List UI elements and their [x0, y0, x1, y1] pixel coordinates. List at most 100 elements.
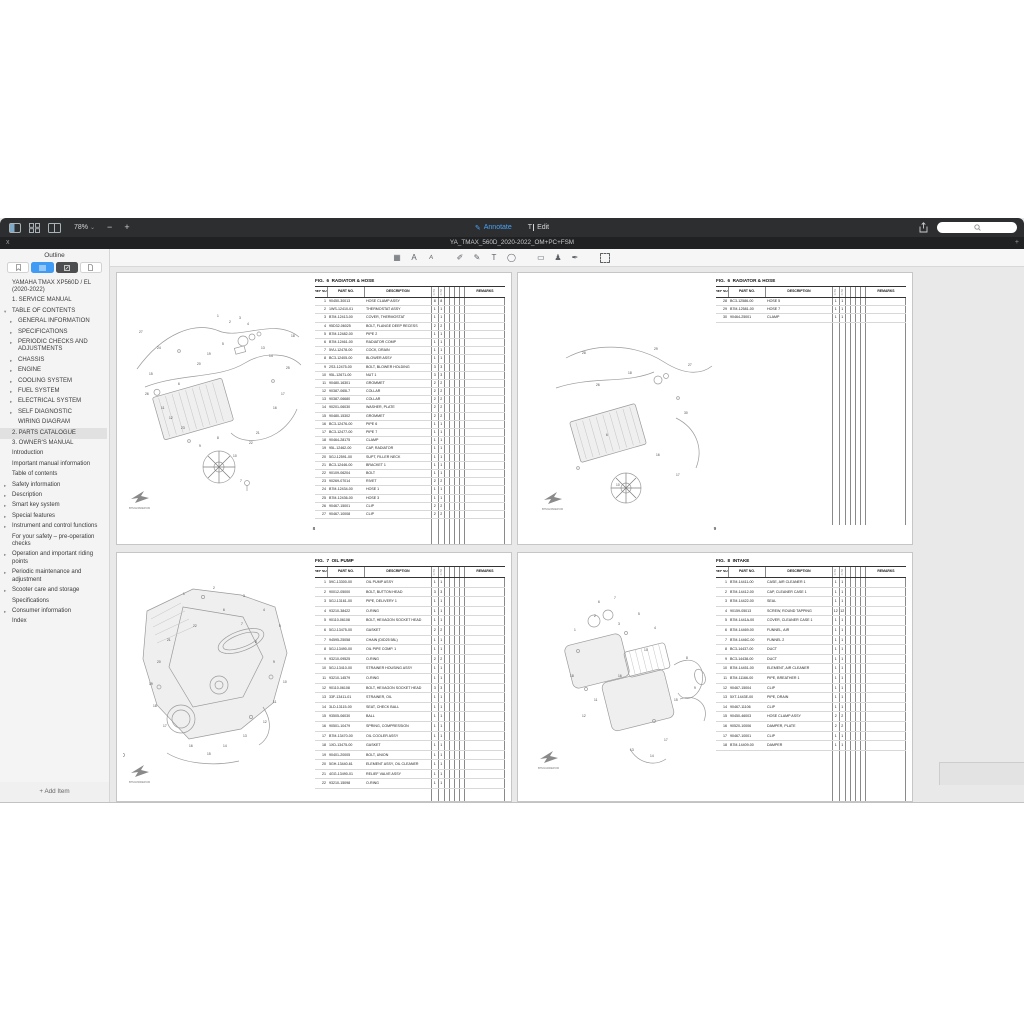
signature-icon[interactable]: ✒ — [571, 252, 579, 262]
search-input[interactable] — [937, 222, 1017, 233]
sidebar-item-label: ELECTRICAL SYSTEM — [18, 398, 82, 405]
svg-text:17: 17 — [281, 392, 285, 396]
sidebar-item[interactable]: ▸ CHASSIS — [0, 355, 107, 365]
outline-list-tab-icon[interactable] — [31, 262, 54, 273]
thumbnails-tab-icon[interactable] — [79, 262, 102, 273]
text-style-small-icon[interactable]: A — [428, 254, 434, 261]
sidebar-title: Outline — [44, 252, 65, 259]
sidebar-item[interactable]: Important manual information — [0, 459, 107, 469]
svg-text:6: 6 — [223, 608, 225, 612]
disclosure-caret-icon[interactable]: ▸ — [10, 388, 13, 394]
close-tab-icon[interactable]: x — [6, 239, 10, 246]
share-icon[interactable] — [917, 221, 930, 234]
sidebar-item[interactable]: ▸ Instrument and control functions — [0, 522, 107, 532]
sidebar-item[interactable]: ▸ SELF DIAGNOSTIC — [0, 407, 107, 417]
sidebar-item[interactable]: ▾ TABLE OF CONTENTS — [0, 306, 107, 316]
svg-text:3: 3 — [243, 594, 245, 598]
sidebar-item[interactable]: Table of contents — [0, 470, 107, 480]
disclosure-caret-icon[interactable]: ▸ — [4, 588, 7, 594]
sidebar-item[interactable]: ▸ Consumer information — [0, 606, 107, 616]
sidebar-item[interactable]: ▸ FUEL SYSTEM — [0, 386, 107, 396]
disclosure-caret-icon[interactable]: ▸ — [10, 368, 13, 374]
sidebar-item[interactable]: 3. OWNER'S MANUAL — [0, 439, 107, 449]
disclosure-caret-icon[interactable]: ▸ — [10, 409, 13, 415]
zoom-out-button[interactable]: − — [107, 222, 113, 232]
sidebar-item[interactable]: ▸ Scooter care and storage — [0, 586, 107, 596]
pixelate-icon[interactable]: ▦ — [393, 252, 401, 262]
disclosure-caret-icon[interactable]: ▸ — [4, 493, 7, 499]
document-tab-title[interactable]: YA_TMAX_560D_2020-2022_OM+PC+FSM — [449, 239, 575, 246]
svg-text:26: 26 — [596, 383, 600, 387]
svg-text:18: 18 — [153, 704, 157, 708]
disclosure-caret-icon[interactable]: ▸ — [4, 524, 7, 530]
add-item-button[interactable]: + Add Item — [0, 782, 109, 802]
disclosure-caret-icon[interactable]: ▸ — [4, 513, 7, 519]
sidebar-item[interactable]: ▸ Smart key system — [0, 501, 107, 511]
disclosure-caret-icon[interactable]: ▸ — [10, 329, 13, 335]
sidebar-item[interactable]: YAMAHA TMAX XP560D / EL (2020-2022) — [0, 278, 107, 296]
zoom-in-button[interactable]: + — [124, 222, 130, 232]
page-layout-icon[interactable] — [48, 221, 61, 234]
annotations-tab-icon[interactable] — [55, 262, 78, 273]
sidebar-toggle-icon[interactable] — [8, 221, 21, 234]
sidebar-item-label: 1. SERVICE MANUAL — [12, 297, 72, 304]
sidebar-item[interactable]: ▸ ELECTRICAL SYSTEM — [0, 397, 107, 407]
sidebar-item[interactable]: ▸ Operation and important riding points — [0, 550, 107, 568]
disclosure-caret-icon[interactable]: ▸ — [10, 378, 13, 384]
lasso-icon[interactable]: ◯ — [507, 252, 516, 262]
disclosure-caret-icon[interactable]: ▸ — [4, 482, 7, 488]
note-icon[interactable]: ▭ — [537, 252, 545, 262]
disclosure-caret-icon[interactable]: ▸ — [10, 399, 13, 405]
disclosure-caret-icon[interactable]: ▸ — [4, 570, 7, 576]
highlighter-icon[interactable]: ✎ — [473, 252, 481, 262]
bookmarks-tab-icon[interactable] — [7, 262, 30, 273]
disclosure-caret-icon[interactable]: ▸ — [4, 552, 7, 558]
pages-scroll-area[interactable]: FIG. 6 RADIATOR & HOSE — [110, 267, 1024, 802]
grid-view-icon[interactable] — [28, 221, 41, 234]
svg-text:16: 16 — [189, 744, 193, 748]
disclosure-caret-icon[interactable]: ▾ — [4, 308, 7, 314]
sidebar-item[interactable]: For your safety – pre-operation checks — [0, 532, 107, 550]
text-tool-icon[interactable]: T — [491, 252, 497, 262]
text-style-large-icon[interactable]: A — [411, 252, 417, 262]
sidebar-item[interactable]: ▸ ENGINE — [0, 366, 107, 376]
stamp-icon[interactable]: ♟ — [554, 252, 562, 262]
zoom-level-control[interactable]: 78% ⌄ — [74, 224, 95, 231]
selection-icon[interactable] — [599, 252, 610, 263]
sidebar-item[interactable]: ▸ COOLING SYSTEM — [0, 376, 107, 386]
sidebar-item[interactable]: ▸ GENERAL INFORMATION — [0, 317, 107, 327]
pencil-icon[interactable]: ✐ — [456, 252, 464, 262]
sidebar-item-label: Instrument and control functions — [12, 523, 98, 530]
add-tab-icon[interactable]: + — [1014, 239, 1019, 246]
pdf-page: FIG. 7 OIL PUMP — [116, 552, 512, 802]
sidebar-item[interactable]: ▸ Description — [0, 491, 107, 501]
sidebar-item[interactable]: WIRING DIAGRAM — [0, 418, 107, 428]
svg-text:10: 10 — [283, 680, 287, 684]
disclosure-caret-icon[interactable]: ▸ — [10, 319, 13, 325]
table-extension — [315, 789, 505, 801]
sidebar-item[interactable]: ▸ SPECIFICATIONS — [0, 327, 107, 337]
sidebar-item[interactable]: Introduction — [0, 449, 107, 459]
pdf-page: FIG. 8 INTAKE — [517, 552, 913, 802]
annotate-tab[interactable]: ✎ Annotate — [475, 224, 512, 232]
sidebar-item[interactable]: Index — [0, 617, 107, 627]
sidebar-item[interactable]: ▸ Periodic maintenance and adjustment — [0, 568, 107, 586]
sidebar-item[interactable]: ▸ Special features — [0, 511, 107, 521]
edit-tab[interactable]: T Edit — [528, 224, 549, 231]
svg-text:1: 1 — [183, 592, 185, 596]
sidebar-item[interactable]: ▸ PERIODIC CHECKS AND ADJUSTMENTS — [0, 337, 107, 355]
sidebar-item[interactable]: 2. PARTS CATALOGUE — [0, 428, 107, 439]
sidebar-item[interactable]: 1. SERVICE MANUAL — [0, 296, 107, 306]
disclosure-caret-icon[interactable]: ▸ — [10, 357, 13, 363]
disclosure-caret-icon[interactable]: ▸ — [4, 608, 7, 614]
sidebar-item[interactable]: Specifications — [0, 596, 107, 606]
sidebar-item[interactable]: ▸ Safety information — [0, 480, 107, 490]
disclosure-caret-icon[interactable]: ▸ — [4, 503, 7, 509]
disclosure-caret-icon[interactable]: ▸ — [10, 339, 13, 345]
